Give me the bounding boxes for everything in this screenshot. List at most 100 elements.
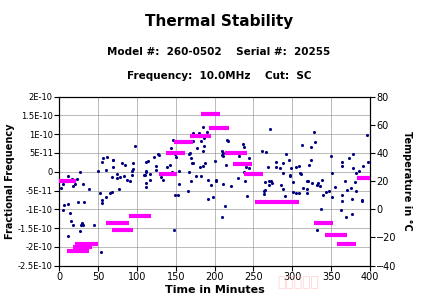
Point [280,170,287,175]
Point [332,184,339,189]
Point [277,166,284,171]
Point [79,182,86,187]
Point [170,227,177,232]
Point [168,146,175,151]
Point [67,210,74,215]
Point [99,160,106,165]
Point [199,125,206,130]
Point [130,167,137,172]
Point [305,178,312,183]
Point [167,171,174,176]
Point [193,174,200,179]
Point [219,214,226,219]
Point [297,171,304,176]
Point [189,130,196,135]
Point [325,189,332,194]
Point [299,142,306,147]
Point [225,138,232,143]
Point [338,207,345,212]
Point [169,169,176,174]
Point [304,191,311,196]
Point [118,160,125,165]
Point [155,152,162,157]
Point [200,148,207,153]
Point [318,207,325,212]
Point [306,163,313,168]
Point [173,154,180,159]
Point [314,227,321,232]
Point [99,155,106,160]
Point [240,142,247,147]
Point [227,184,234,188]
Point [241,178,248,183]
Point [142,185,149,190]
Point [196,130,203,135]
Point [110,157,117,162]
Point [132,143,139,148]
Point [74,177,81,182]
Point [71,181,78,186]
Point [186,170,193,175]
Point [172,193,179,198]
Point [219,154,226,158]
Point [153,168,160,173]
Point [234,176,241,181]
Point [351,180,358,185]
Point [260,188,267,193]
Point [68,177,75,181]
Point [117,174,124,179]
Point [339,192,346,197]
Point [146,171,153,176]
Point [293,165,300,169]
Point [363,133,370,138]
Point [307,158,314,163]
Point [120,174,127,179]
Point [187,178,194,183]
Y-axis label: Fractional Frequency: Fractional Frequency [5,123,15,239]
Point [185,188,192,193]
Point [103,154,110,159]
Point [70,222,77,227]
Point [205,196,212,201]
Point [339,163,346,168]
Point [293,191,300,196]
Point [113,172,120,177]
Point [343,214,350,219]
Point [254,170,261,175]
Point [108,189,115,194]
Point [345,156,352,161]
Point [123,178,130,183]
Point [265,178,272,183]
Point [128,172,135,177]
Point [110,165,117,170]
Point [212,179,219,184]
Point [281,194,288,199]
Point [350,165,357,170]
Point [107,191,114,196]
Point [203,129,210,134]
Point [64,201,71,206]
Point [307,144,314,149]
Point [245,165,252,170]
Text: Model #:  260-0502    Serial #:  20255: Model #: 260-0502 Serial #: 20255 [107,47,331,57]
Point [268,181,276,186]
Point [67,219,74,224]
Point [64,174,71,179]
Point [143,181,150,185]
Point [304,186,311,191]
Text: Thermal Stability: Thermal Stability [145,14,293,29]
Point [143,169,150,174]
Point [314,180,321,185]
Point [160,177,167,182]
Point [108,175,115,180]
Point [202,161,209,165]
Point [290,180,297,185]
Point [65,234,72,239]
Point [322,189,329,194]
Y-axis label: Temperature in °C: Temperature in °C [403,131,413,231]
Point [286,173,293,178]
Point [319,178,326,183]
Point [169,138,176,143]
Point [201,136,208,141]
Point [328,170,335,175]
